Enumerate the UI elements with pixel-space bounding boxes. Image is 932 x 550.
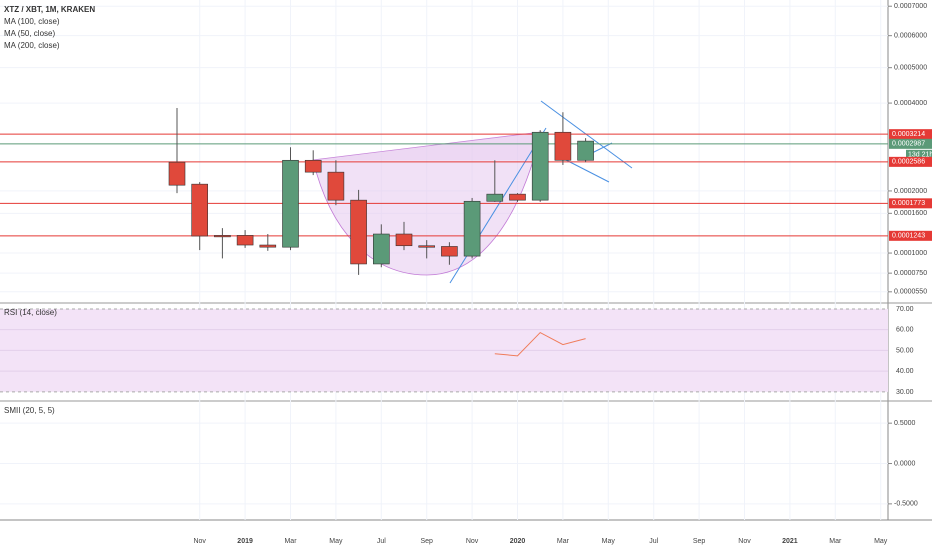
trend-line [449, 127, 547, 284]
candle-body [372, 233, 390, 265]
x-tick-label: Sep [420, 538, 433, 545]
x-tick-label: May [874, 538, 888, 545]
x-tick-label: Mar [284, 538, 297, 545]
y-tick-label: 0.0005000 [894, 65, 927, 72]
level-label: 0.0001773 [892, 200, 925, 207]
y-tick-label: 0.5000 [894, 420, 916, 427]
indicator-label: MA (200, close) [4, 41, 60, 50]
countdown-box [906, 149, 932, 160]
candle-body [304, 159, 322, 173]
level-label: 0.0003214 [892, 131, 925, 138]
candle-body [259, 244, 277, 248]
y-tick-label: 50.00 [896, 347, 914, 354]
x-tick-label: Sep [693, 538, 706, 545]
x-tick-label: 2020 [510, 538, 526, 545]
candle-body [463, 200, 481, 257]
candle-body [236, 235, 254, 246]
y-tick-label: 0.0004000 [894, 100, 927, 107]
y-tick-label: 60.00 [896, 327, 914, 334]
y-tick-label: 0.0000 [894, 460, 916, 467]
x-tick-label: May [602, 538, 616, 545]
level-label: 0.0001243 [892, 233, 925, 240]
level-label-box [889, 198, 932, 209]
level-label-box [889, 129, 932, 140]
candle-body [486, 193, 504, 202]
candle-body [441, 246, 458, 257]
candle-body [350, 199, 367, 265]
candle-body [327, 171, 345, 201]
candle-body [577, 140, 594, 161]
y-tick-label: 70.00 [896, 306, 914, 313]
x-tick-label: Mar [557, 538, 570, 545]
x-tick-label: Nov [466, 538, 479, 545]
cup-rim [313, 132, 541, 160]
candle-body [214, 235, 231, 238]
indicator-label: MA (100, close) [4, 17, 60, 26]
y-tick-label: -0.5000 [894, 501, 918, 508]
candles [168, 107, 594, 357]
smii-title: SMII (20, 5, 5) [4, 406, 55, 415]
candle-body [509, 193, 526, 201]
axes: Nov 2019 Mar May Jul Sep Nov 2020 Mar May Jul Sep No… [193, 3, 932, 545]
candle-body [531, 131, 549, 201]
candle-body [418, 245, 436, 248]
grid [0, 0, 888, 520]
x-tick-label: 2021 [782, 538, 798, 545]
indicator-label: MA (50, close) [4, 29, 55, 38]
x-tick-label: Mar [829, 538, 842, 545]
level-label: 0.0002586 [892, 159, 925, 166]
y-tick-label: 0.0001000 [894, 250, 927, 257]
level-label-box [889, 138, 932, 149]
candle-body [191, 183, 208, 237]
y-tick-label: 0.0006000 [894, 33, 927, 40]
candle-body [282, 159, 299, 248]
rsi-line [494, 331, 586, 357]
candle-body [168, 161, 186, 186]
y-tick-label: 0.0000750 [894, 270, 927, 277]
chart-title: XTZ / XBT, 1M, KRAKEN [4, 5, 95, 14]
levels [0, 133, 888, 237]
y-tick-label: 40.00 [896, 368, 914, 375]
x-tick-label: Jul [649, 538, 658, 545]
y-tick-label: 0.0007000 [894, 3, 927, 10]
level-label-box [889, 156, 932, 167]
y-tick-label: 0.0002000 [894, 188, 927, 195]
x-tick-label: May [329, 538, 343, 545]
candle-body [554, 131, 572, 161]
rsi-title: RSI (14, close) [4, 308, 57, 317]
wedge-line [565, 159, 610, 183]
x-tick-label: 2019 [237, 538, 253, 545]
y-tick-label: 0.0001600 [894, 210, 927, 217]
y-tick-label: 0.0000550 [894, 289, 927, 296]
countdown: 13d 21h [908, 152, 932, 159]
x-tick-label: Nov [738, 538, 751, 545]
level-label-box [889, 230, 932, 241]
x-tick-label: Jul [377, 538, 386, 545]
level-label: 0.0002987 [892, 141, 925, 148]
x-tick-label: Nov [193, 538, 206, 545]
y-tick-label: 30.00 [896, 389, 914, 396]
candle-body [395, 233, 413, 247]
